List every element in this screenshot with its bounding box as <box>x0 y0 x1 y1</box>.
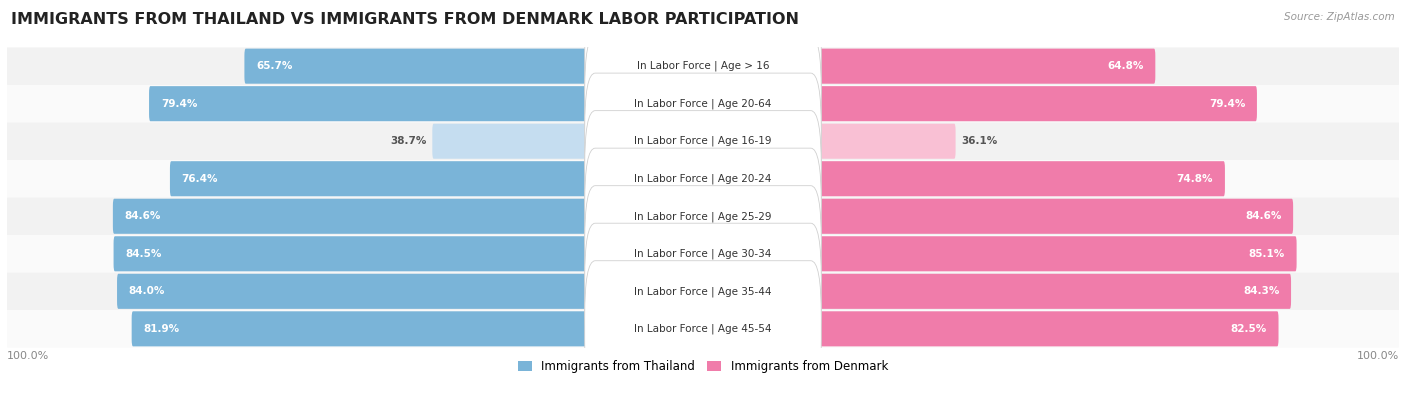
Text: In Labor Force | Age 45-54: In Labor Force | Age 45-54 <box>634 324 772 334</box>
FancyBboxPatch shape <box>149 86 596 121</box>
FancyBboxPatch shape <box>810 311 1278 346</box>
FancyBboxPatch shape <box>7 122 1399 160</box>
Text: 38.7%: 38.7% <box>391 136 426 146</box>
FancyBboxPatch shape <box>585 186 821 322</box>
Text: In Labor Force | Age 20-24: In Labor Force | Age 20-24 <box>634 173 772 184</box>
Text: 74.8%: 74.8% <box>1177 174 1213 184</box>
FancyBboxPatch shape <box>7 47 1399 85</box>
FancyBboxPatch shape <box>170 161 596 196</box>
FancyBboxPatch shape <box>132 311 596 346</box>
Text: 100.0%: 100.0% <box>7 351 49 361</box>
FancyBboxPatch shape <box>112 199 596 234</box>
Legend: Immigrants from Thailand, Immigrants from Denmark: Immigrants from Thailand, Immigrants fro… <box>513 355 893 378</box>
Text: In Labor Force | Age 35-44: In Labor Force | Age 35-44 <box>634 286 772 297</box>
Text: 84.0%: 84.0% <box>129 286 165 296</box>
Text: 79.4%: 79.4% <box>1209 99 1246 109</box>
FancyBboxPatch shape <box>585 148 821 284</box>
FancyBboxPatch shape <box>7 198 1399 235</box>
FancyBboxPatch shape <box>585 223 821 359</box>
FancyBboxPatch shape <box>7 235 1399 273</box>
FancyBboxPatch shape <box>117 274 596 309</box>
FancyBboxPatch shape <box>585 0 821 134</box>
FancyBboxPatch shape <box>245 49 596 84</box>
FancyBboxPatch shape <box>585 261 821 395</box>
Text: 79.4%: 79.4% <box>160 99 197 109</box>
Text: 76.4%: 76.4% <box>181 174 218 184</box>
Text: In Labor Force | Age 20-64: In Labor Force | Age 20-64 <box>634 98 772 109</box>
Text: In Labor Force | Age 30-34: In Labor Force | Age 30-34 <box>634 248 772 259</box>
FancyBboxPatch shape <box>810 124 956 159</box>
Text: In Labor Force | Age 25-29: In Labor Force | Age 25-29 <box>634 211 772 222</box>
Text: 84.6%: 84.6% <box>125 211 162 221</box>
Text: 84.6%: 84.6% <box>1244 211 1281 221</box>
Text: Source: ZipAtlas.com: Source: ZipAtlas.com <box>1284 12 1395 22</box>
Text: In Labor Force | Age > 16: In Labor Force | Age > 16 <box>637 61 769 71</box>
Text: 84.3%: 84.3% <box>1243 286 1279 296</box>
Text: IMMIGRANTS FROM THAILAND VS IMMIGRANTS FROM DENMARK LABOR PARTICIPATION: IMMIGRANTS FROM THAILAND VS IMMIGRANTS F… <box>11 12 799 27</box>
FancyBboxPatch shape <box>810 274 1291 309</box>
FancyBboxPatch shape <box>7 310 1399 348</box>
FancyBboxPatch shape <box>810 86 1257 121</box>
FancyBboxPatch shape <box>810 161 1225 196</box>
FancyBboxPatch shape <box>114 236 596 271</box>
FancyBboxPatch shape <box>7 160 1399 198</box>
FancyBboxPatch shape <box>810 199 1294 234</box>
Text: 36.1%: 36.1% <box>962 136 997 146</box>
Text: 64.8%: 64.8% <box>1107 61 1143 71</box>
FancyBboxPatch shape <box>585 73 821 209</box>
Text: 100.0%: 100.0% <box>1357 351 1399 361</box>
Text: In Labor Force | Age 16-19: In Labor Force | Age 16-19 <box>634 136 772 147</box>
Text: 65.7%: 65.7% <box>256 61 292 71</box>
Text: 85.1%: 85.1% <box>1249 249 1285 259</box>
FancyBboxPatch shape <box>432 124 596 159</box>
FancyBboxPatch shape <box>585 111 821 247</box>
Text: 82.5%: 82.5% <box>1230 324 1267 334</box>
FancyBboxPatch shape <box>585 36 821 172</box>
FancyBboxPatch shape <box>810 236 1296 271</box>
FancyBboxPatch shape <box>7 273 1399 310</box>
Text: 81.9%: 81.9% <box>143 324 180 334</box>
Text: 84.5%: 84.5% <box>125 249 162 259</box>
FancyBboxPatch shape <box>810 49 1156 84</box>
FancyBboxPatch shape <box>7 85 1399 122</box>
